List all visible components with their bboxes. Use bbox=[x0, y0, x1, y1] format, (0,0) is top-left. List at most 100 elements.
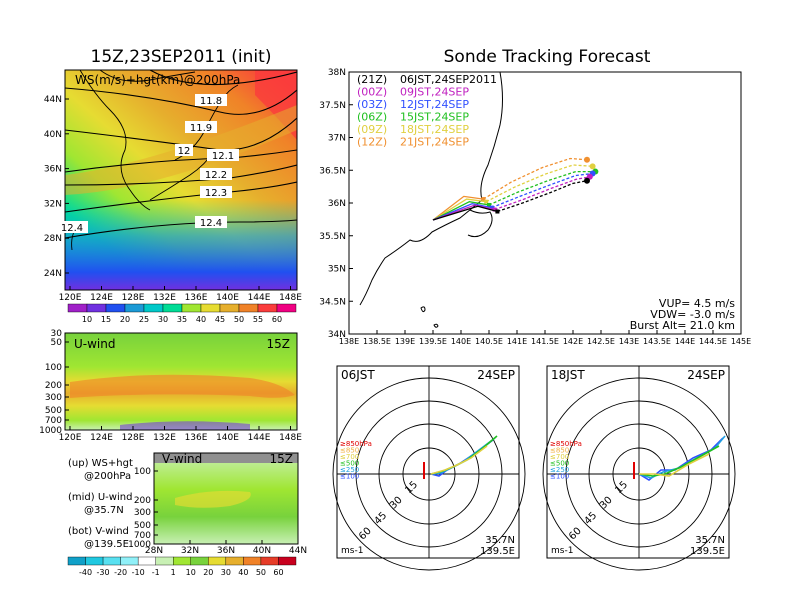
u-wind-easterly bbox=[120, 421, 250, 430]
track-map: 38N 37.5N 37N 36.5N 36N 35.5N 35N 34.5N 34N 138E… bbox=[319, 68, 751, 346]
contour-label: 12.2 bbox=[205, 170, 227, 181]
lat-tick-label: 37N bbox=[328, 134, 346, 144]
u-wind-label: U-wind bbox=[74, 337, 115, 351]
sonde-track-ascent bbox=[432, 195, 484, 221]
contour-label-box bbox=[195, 216, 227, 228]
level-label: ≤500 bbox=[550, 460, 569, 468]
colorbar-swatch bbox=[200, 303, 221, 313]
lon-tick-label: 136E bbox=[185, 433, 208, 443]
sonde-track-ascent bbox=[432, 198, 487, 221]
left-title: 15Z,23SEP2011 (init) bbox=[91, 47, 272, 67]
sonde-burst-point bbox=[495, 209, 500, 214]
colorbar-label: 20 bbox=[120, 315, 130, 324]
track-lat-ticks: 38N 37.5N 37N 36.5N 36N 35.5N 35N 34.5N 34N bbox=[319, 68, 353, 340]
right-title: Sonde Tracking Forecast bbox=[444, 47, 651, 67]
contour-label: 12.1 bbox=[212, 151, 234, 162]
note-up-1: (up) WS+hgt bbox=[68, 458, 133, 469]
contour-label-box bbox=[195, 94, 227, 106]
contour-label-box bbox=[175, 144, 193, 156]
lon-tick-label: 128E bbox=[122, 293, 145, 303]
lon-tick-label: 140E bbox=[451, 337, 471, 346]
note-mid-2: @35.7N bbox=[84, 505, 124, 516]
lat-tick-label: 36N bbox=[328, 199, 346, 209]
lat-tick-label: 32N bbox=[44, 199, 62, 209]
contour-label-box bbox=[200, 186, 232, 198]
colorbar-swatch bbox=[86, 303, 107, 313]
hodograph-trace bbox=[639, 453, 710, 477]
v-wind-label: V-wind bbox=[162, 452, 202, 466]
lon-tick-label: 140.5E bbox=[475, 337, 503, 346]
lat-tick-label: 36N bbox=[217, 546, 235, 556]
u-wind-lon-ticks: 120E 124E 128E 132E 136E 140E 144E 148E bbox=[59, 426, 302, 443]
ws-frame bbox=[64, 69, 298, 291]
panel-notes: (up) WS+hgt @200hPa (mid) U-wind @35.7N … bbox=[68, 458, 133, 550]
polar-pos-lon: 139.5E bbox=[480, 546, 515, 557]
contour-label: 12.3 bbox=[205, 188, 227, 199]
sonde-track-descent bbox=[485, 164, 593, 203]
lat-tick-label: 32N bbox=[181, 546, 199, 556]
legend-code: (12Z) bbox=[357, 136, 387, 149]
lon-tick-label: 144E bbox=[248, 433, 271, 443]
lon-tick-label: 148E bbox=[279, 433, 302, 443]
lon-tick-label: 144E bbox=[675, 337, 695, 346]
lon-tick-label: 144.5E bbox=[699, 337, 727, 346]
legend-time: 15JST,24SEP bbox=[400, 111, 469, 124]
level-label: ≤100 bbox=[550, 473, 569, 481]
colorbar-swatch bbox=[105, 303, 126, 313]
lon-tick-label: 141.5E bbox=[531, 337, 559, 346]
pressure-tick-label: 100 bbox=[45, 363, 62, 373]
v-wind-upper-mask bbox=[154, 453, 298, 463]
colorbar-swatch bbox=[257, 303, 278, 313]
pressure-tick-label: 700 bbox=[45, 416, 62, 426]
vup-text: VUP= 4.5 m/s bbox=[659, 297, 735, 310]
lon-tick-label: 143E bbox=[619, 337, 639, 346]
sonde-tracks bbox=[432, 156, 599, 221]
v-wind-positive-core bbox=[175, 490, 251, 508]
v-wind-time: 15Z bbox=[270, 452, 294, 466]
colorbar-swatch bbox=[67, 556, 86, 566]
colorbar-swatch bbox=[208, 556, 227, 566]
lat-tick-label: 28N bbox=[145, 546, 163, 556]
colorbar-label: 15 bbox=[101, 315, 111, 324]
colorbar-swatch bbox=[162, 303, 183, 313]
colorbar-swatch bbox=[124, 303, 145, 313]
colorbar-swatch bbox=[260, 556, 279, 566]
lon-tick-label: 148E bbox=[279, 293, 302, 303]
contour-label-box bbox=[185, 121, 217, 133]
lat-tick-label: 24N bbox=[44, 269, 62, 279]
pressure-tick-label: 1000 bbox=[128, 540, 151, 550]
colorbar-label: 1 bbox=[171, 568, 176, 577]
track-map-frame bbox=[348, 71, 742, 335]
contour-label-box bbox=[207, 149, 239, 161]
colorbar-label: -20 bbox=[114, 568, 127, 577]
lon-tick-label: 139.5E bbox=[419, 337, 447, 346]
colorbar-swatch bbox=[238, 303, 259, 313]
colorbar-swatch bbox=[155, 556, 174, 566]
boso-coastline bbox=[467, 209, 493, 238]
v-wind-lat-ticks: 28N 32N 36N 40N 44N bbox=[145, 540, 307, 556]
track-lon-ticks: 138E 138.5E 139E 139.5E 140E 140.5E 141E 141.5E… bbox=[339, 330, 751, 346]
colorbar-label: 10 bbox=[82, 315, 92, 324]
level-label: ≤700 bbox=[340, 453, 359, 461]
sonde-track-descent bbox=[483, 157, 588, 200]
sonde-track-descent bbox=[488, 170, 596, 206]
u-wind-frame bbox=[64, 332, 298, 431]
lat-tick-label: 34.5N bbox=[319, 297, 346, 307]
level-label: ≤850 bbox=[340, 447, 359, 455]
pressure-tick-label: 50 bbox=[51, 338, 63, 348]
level-label: ≤850 bbox=[550, 447, 569, 455]
colorbar-label: 25 bbox=[139, 315, 149, 324]
level-label: ≥850hPa bbox=[340, 440, 372, 448]
polar-time: 06JST bbox=[341, 368, 375, 382]
izu-island bbox=[420, 306, 426, 313]
ws-lon-ticks: 120E 124E 128E 132E 136E 140E 144E 148E bbox=[59, 286, 302, 303]
lat-tick-label: 37.5N bbox=[319, 101, 346, 111]
hodograph-trace bbox=[430, 445, 488, 475]
lon-tick-label: 124E bbox=[90, 433, 113, 443]
level-label: ≥850hPa bbox=[550, 440, 582, 448]
pressure-tick-label: 200 bbox=[45, 381, 62, 391]
ws-colorbar: 10 15 20 25 30 35 40 45 50 55 60 bbox=[67, 303, 297, 324]
lat-tick-label: 35N bbox=[328, 265, 346, 275]
